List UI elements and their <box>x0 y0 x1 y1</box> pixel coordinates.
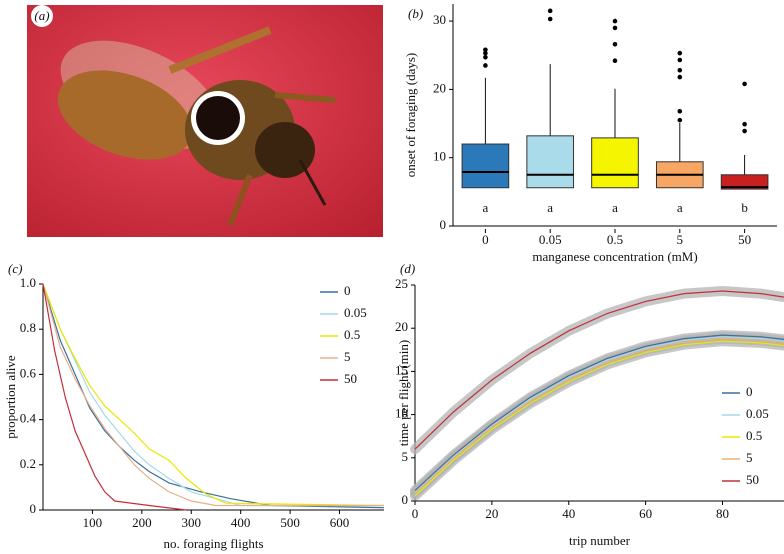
legend-label: 5 <box>344 349 351 364</box>
series-line <box>414 336 784 493</box>
x-axis-title: no. foraging flights <box>163 536 263 551</box>
panel-label: (a) <box>34 8 49 23</box>
y-tick-label: 25 <box>395 276 408 291</box>
x-tick-label: 0.05 <box>539 232 562 247</box>
y-tick-label: 20 <box>395 319 408 334</box>
x-tick-label: 300 <box>182 515 202 530</box>
series-line <box>414 290 784 450</box>
outlier <box>483 50 488 56</box>
y-tick-label: 30 <box>433 12 446 27</box>
outlier <box>612 42 618 47</box>
series-line <box>42 283 187 511</box>
series-line <box>42 283 385 507</box>
series-line <box>42 283 385 509</box>
y-axis-title: proportion alive <box>3 355 18 439</box>
x-tick-label: 600 <box>330 515 350 530</box>
outlier <box>677 57 683 63</box>
x-tick-label: 500 <box>280 515 300 530</box>
y-tick-label: 10 <box>395 406 408 421</box>
x-tick-label: 20 <box>485 506 498 521</box>
outlier <box>612 58 618 63</box>
y-tick-label: 0.6 <box>20 365 37 380</box>
legend-label: 0.05 <box>746 406 769 421</box>
series-line <box>42 283 384 507</box>
y-tick-label: 0.2 <box>20 456 36 471</box>
x-axis-title: trip number <box>569 533 631 548</box>
outlier <box>742 81 747 87</box>
series-line <box>414 337 784 494</box>
y-axis-title: onset of foraging (days) <box>403 53 418 178</box>
x-tick-label: 80 <box>716 506 729 521</box>
box <box>461 143 510 189</box>
outlier <box>677 74 683 80</box>
panel-label: (b) <box>408 6 423 21</box>
x-tick-label: 0 <box>412 506 419 521</box>
y-tick-label: 1.0 <box>20 275 36 290</box>
outlier <box>547 16 553 22</box>
panel-label: (d) <box>400 261 415 276</box>
series-line <box>414 334 784 492</box>
x-axis-title: manganese concentration (mM) <box>532 249 697 264</box>
outlier <box>677 67 683 73</box>
legend-label: 0.05 <box>344 305 367 320</box>
x-tick-label: 0.5 <box>607 232 623 247</box>
series-line <box>414 340 784 497</box>
legend-label: 5 <box>746 450 753 465</box>
x-tick-label: 400 <box>231 515 251 530</box>
legend-label: 0.5 <box>746 428 762 443</box>
outlier <box>677 108 683 114</box>
legend-label: 50 <box>344 371 357 386</box>
x-tick-label: 60 <box>639 506 652 521</box>
legend-label: 0.5 <box>344 327 360 342</box>
x-tick-label: 200 <box>132 515 152 530</box>
panel-label: (c) <box>8 261 22 276</box>
outlier <box>677 117 683 123</box>
outlier <box>612 25 618 31</box>
box <box>526 135 575 189</box>
group-label: b <box>741 200 748 215</box>
y-tick-label: 20 <box>433 80 446 95</box>
legend-label: 0 <box>746 384 753 399</box>
group-label: a <box>612 200 618 215</box>
photo: (a) <box>27 5 383 237</box>
x-tick-label: 5 <box>677 232 684 247</box>
legend-label: 0 <box>344 283 351 298</box>
x-tick-label: 0 <box>482 232 489 247</box>
y-tick-label: 0 <box>440 217 447 232</box>
outlier <box>742 128 747 134</box>
y-tick-label: 0 <box>402 492 409 507</box>
outlier <box>742 121 747 127</box>
x-tick-label: 40 <box>562 506 575 521</box>
group-label: a <box>547 200 553 215</box>
outlier <box>483 47 488 53</box>
y-tick-label: 0.4 <box>20 411 37 426</box>
y-tick-label: 15 <box>395 362 408 377</box>
y-axis-title: time per flight (min) <box>396 340 411 447</box>
group-label: a <box>677 200 683 215</box>
series-line <box>42 283 384 507</box>
box <box>591 137 639 189</box>
y-tick-label: 0 <box>30 501 37 516</box>
outlier <box>547 8 553 14</box>
x-tick-label: 100 <box>83 515 103 530</box>
legend-label: 50 <box>746 472 759 487</box>
y-tick-label: 5 <box>402 449 409 464</box>
y-tick-label: 0.8 <box>20 320 36 335</box>
x-tick-label: 50 <box>738 232 751 247</box>
outlier <box>677 50 683 56</box>
group-label: a <box>483 200 489 215</box>
outlier <box>612 18 618 24</box>
outlier <box>483 63 488 68</box>
box <box>720 174 769 190</box>
outlier <box>483 54 488 60</box>
y-tick-label: 10 <box>433 149 446 164</box>
